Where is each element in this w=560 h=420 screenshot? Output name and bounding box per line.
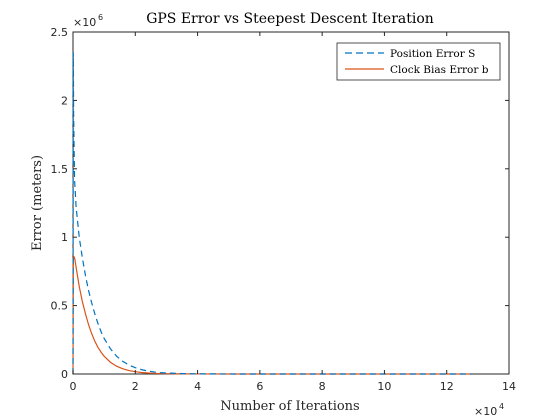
x-tick-label: 0 (70, 380, 77, 393)
y-tick-label: 0.5 (51, 300, 69, 313)
x-tick-label: 4 (194, 380, 201, 393)
x-tick-label: 2 (132, 380, 139, 393)
legend: Position Error S Clock Bias Error b (337, 43, 500, 80)
x-exponent-label: ×10 4 (474, 402, 504, 418)
y-exponent-label: ×10 6 (73, 13, 103, 29)
legend-entry-position-error: Position Error S (390, 48, 475, 60)
x-tick-label: 10 (377, 380, 391, 393)
plot-frame (73, 32, 509, 374)
x-exponent-power: 4 (499, 402, 504, 411)
y-tick-label: 2.5 (51, 26, 69, 39)
y-tick-label: 1 (61, 231, 68, 244)
x-exponent-base: ×10 (474, 405, 497, 418)
y-tick-label: 1.5 (51, 163, 69, 176)
y-axis-label: Error (meters) (30, 155, 45, 251)
chart-title: GPS Error vs Steepest Descent Iteration (146, 11, 434, 27)
x-axis-label: Number of Iterations (220, 399, 359, 414)
x-tick-label: 8 (319, 380, 326, 393)
x-tick-label: 6 (256, 380, 263, 393)
y-exponent-power: 6 (98, 13, 103, 22)
x-tick-label: 12 (440, 380, 454, 393)
y-tick-label: 2 (61, 94, 68, 107)
x-tick-label: 14 (502, 380, 516, 393)
y-tick-label: 0 (61, 368, 68, 381)
y-exponent-base: ×10 (73, 16, 96, 29)
legend-entry-clock-bias-error: Clock Bias Error b (390, 64, 489, 76)
plot-area: 0 2 4 6 8 10 12 14 0 0.5 1 1.5 2 2.5 (51, 26, 517, 393)
